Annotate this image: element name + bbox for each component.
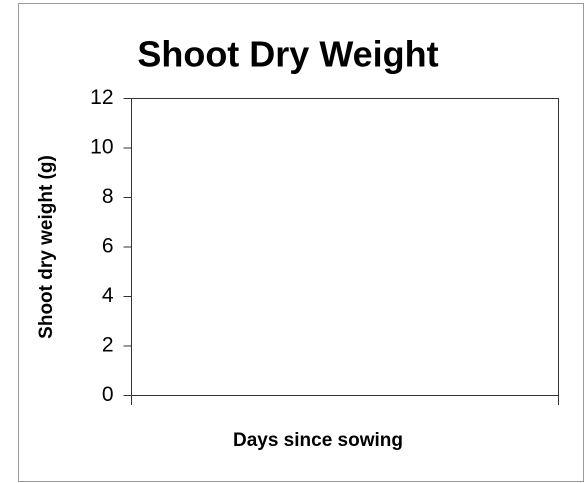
chart-border: [18, 3, 584, 482]
y-tick-label: 8: [102, 185, 114, 208]
chart-title: Shoot Dry Weight: [137, 34, 438, 75]
y-axis-label: Shoot dry weight (g): [36, 155, 57, 339]
y-tick-label: 12: [90, 86, 113, 109]
y-tick-label: 2: [102, 334, 114, 357]
x-axis-label: Days since sowing: [233, 430, 403, 451]
y-tick-label: 6: [102, 235, 114, 258]
y-tick-label: 4: [102, 284, 114, 307]
y-tick-label: 0: [102, 383, 114, 406]
y-tick-label: 10: [90, 136, 113, 159]
